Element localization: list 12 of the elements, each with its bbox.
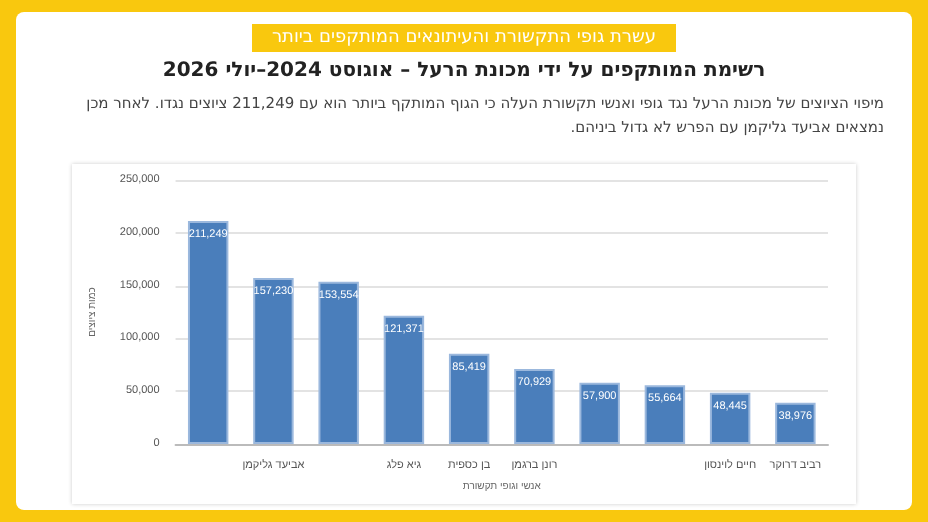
bar <box>644 385 686 444</box>
bar <box>775 402 816 444</box>
bar <box>318 281 359 444</box>
bar <box>187 220 229 444</box>
bar <box>383 315 425 444</box>
bar <box>579 382 620 444</box>
bar <box>253 277 294 444</box>
chart-title: עשרת גופי התקשורת והעיתונאים המותקפים ביותר <box>251 24 677 52</box>
chart-subtitle: רשימת המותקפים על ידי מכונת הרעל – אוגוסט 2024–יולי 2026 <box>160 60 768 82</box>
bar <box>448 353 490 444</box>
bar <box>709 392 751 444</box>
bar <box>514 369 555 444</box>
